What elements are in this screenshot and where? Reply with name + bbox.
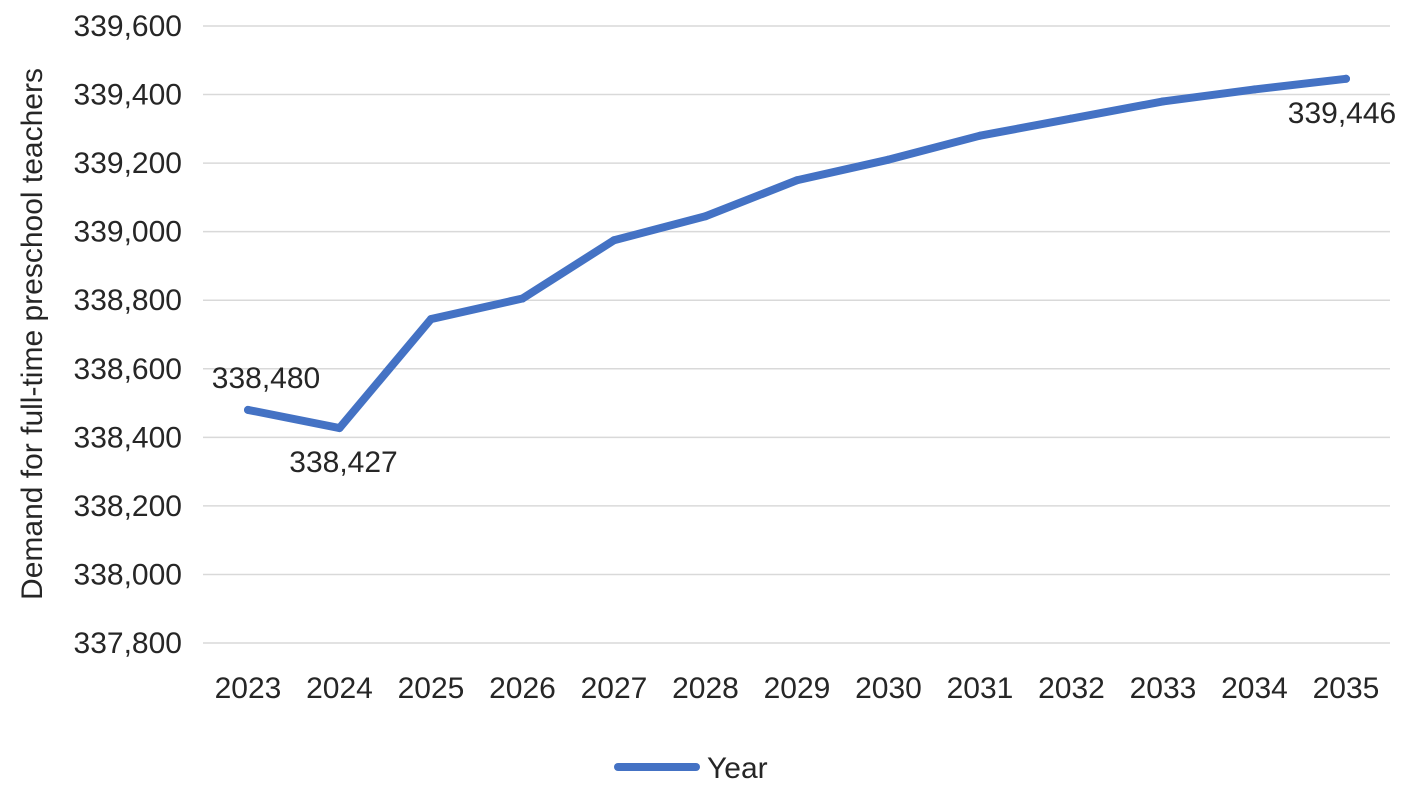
data-point xyxy=(701,212,710,221)
y-tick-label: 339,600 xyxy=(74,10,182,43)
x-tick-label: 2034 xyxy=(1221,672,1288,705)
x-tick-label: 2035 xyxy=(1313,672,1380,705)
x-tick-label: 2023 xyxy=(215,672,282,705)
data-point xyxy=(1250,85,1259,94)
data-point xyxy=(335,424,344,433)
data-point xyxy=(976,131,984,140)
x-axis-ticks: 2023 2024 2025 2026 2027 2028 2029 2030 2031 2032… xyxy=(215,672,1380,705)
data-label: 338,480 xyxy=(212,362,320,395)
x-tick-label: 2032 xyxy=(1038,672,1105,705)
data-point xyxy=(793,176,801,185)
data-point xyxy=(1067,114,1076,123)
y-tick-label: 338,200 xyxy=(74,490,182,523)
y-tick-label: 338,600 xyxy=(74,353,182,386)
data-point xyxy=(244,405,252,414)
x-tick-label: 2024 xyxy=(306,672,373,705)
x-tick-label: 2033 xyxy=(1130,672,1197,705)
legend-label-year: Year xyxy=(707,752,768,785)
data-label: 339,446 xyxy=(1288,97,1396,130)
y-axis-title: Demand for full-time preschool teachers xyxy=(16,68,49,600)
series-layer xyxy=(244,74,1350,433)
data-point xyxy=(884,155,893,164)
series-line-year xyxy=(244,74,1350,433)
data-point xyxy=(1342,74,1350,83)
x-tick-label: 2027 xyxy=(581,672,648,705)
x-tick-label: 2031 xyxy=(947,672,1014,705)
legend: Year xyxy=(614,752,768,785)
data-labels: 338,480 338,427 339,446 xyxy=(212,97,1396,479)
data-point xyxy=(1159,97,1167,106)
x-tick-label: 2025 xyxy=(398,672,465,705)
data-point xyxy=(427,315,435,324)
data-label: 338,427 xyxy=(289,446,397,479)
y-axis-ticks: 337,800 338,000 338,200 338,400 338,600 338,8… xyxy=(74,10,182,660)
y-tick-label: 338,400 xyxy=(74,421,182,454)
x-tick-label: 2028 xyxy=(672,672,739,705)
x-tick-label: 2030 xyxy=(855,672,922,705)
y-tick-label: 337,800 xyxy=(74,627,182,660)
y-tick-label: 339,000 xyxy=(74,216,182,249)
y-tick-label: 339,400 xyxy=(74,79,182,112)
y-tick-label: 338,000 xyxy=(74,558,182,591)
data-point xyxy=(518,294,527,303)
gridlines xyxy=(203,25,1390,644)
y-tick-label: 339,200 xyxy=(74,147,182,180)
data-point xyxy=(610,236,618,245)
x-tick-label: 2026 xyxy=(489,672,556,705)
y-tick-label: 338,800 xyxy=(74,284,182,317)
x-tick-label: 2029 xyxy=(764,672,831,705)
